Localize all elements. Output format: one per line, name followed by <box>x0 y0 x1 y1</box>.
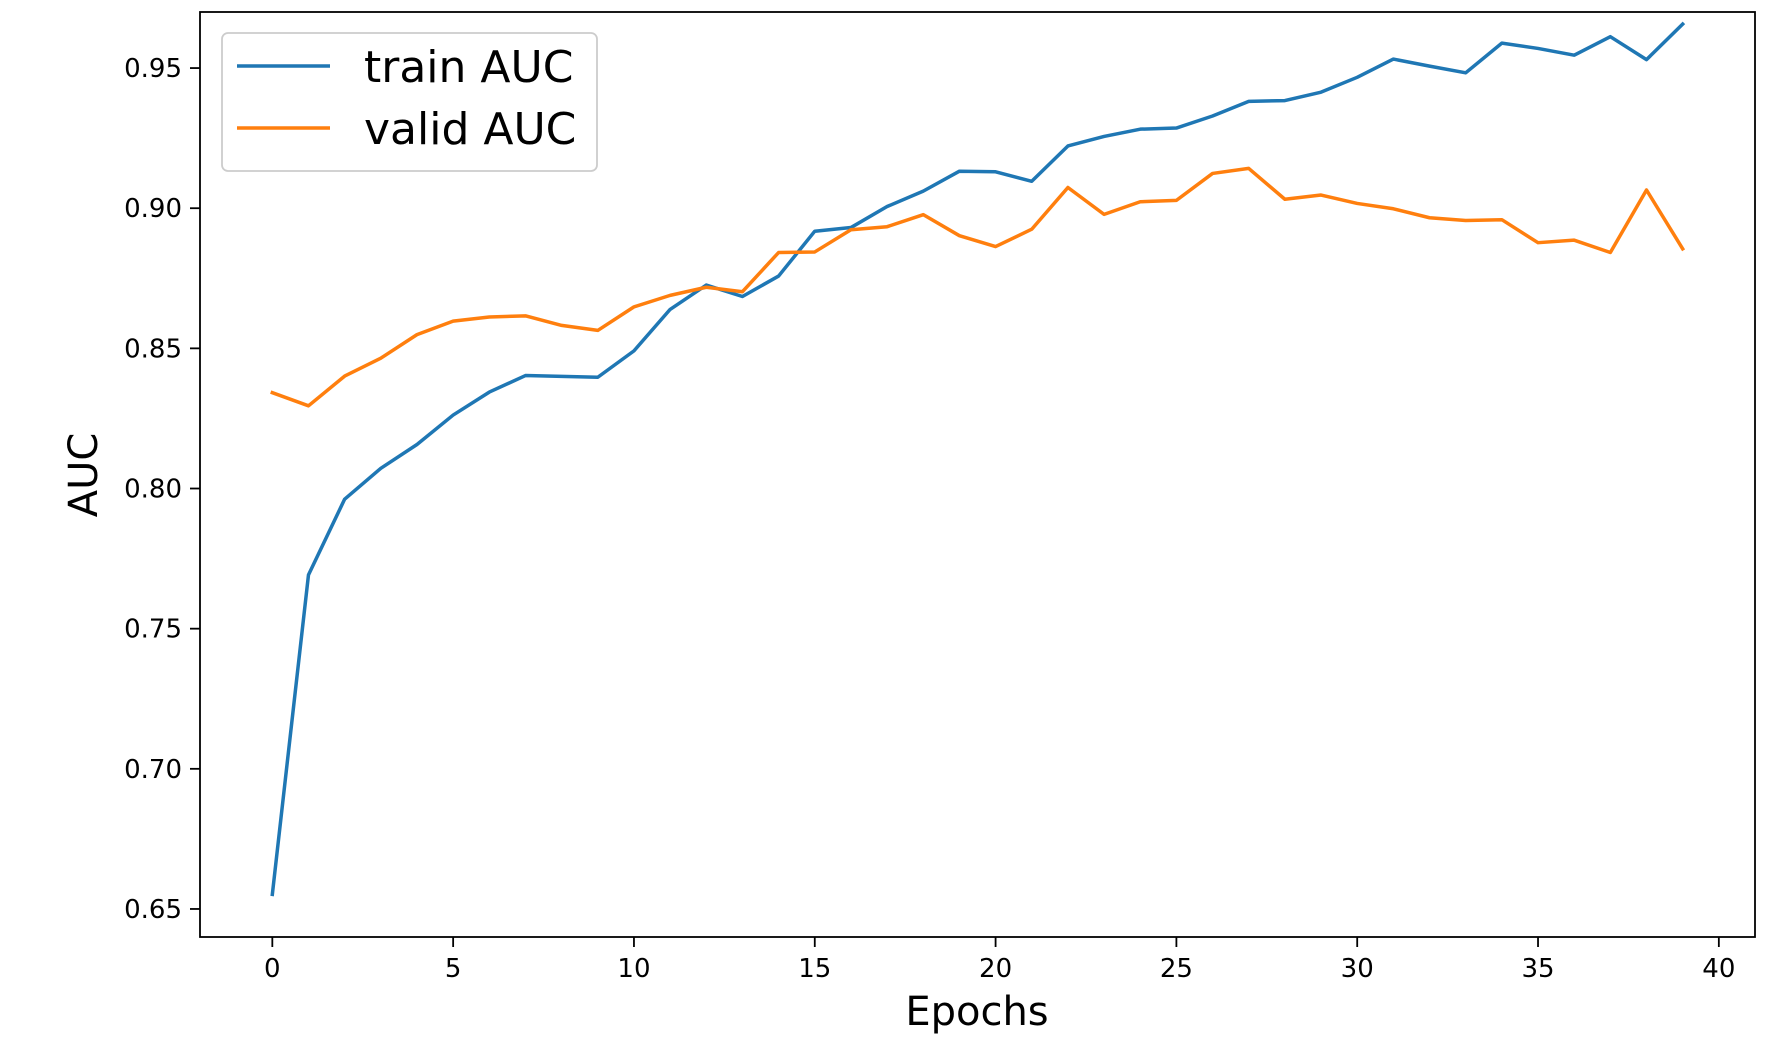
y-tick-label: 0.90 <box>124 194 182 224</box>
x-tick-label: 35 <box>1521 954 1554 984</box>
x-tick-label: 25 <box>1160 954 1193 984</box>
x-axis: 0 5 10 15 20 25 30 35 40 <box>264 937 1735 984</box>
y-axis: 0.65 0.70 0.75 0.80 0.85 0.90 0.95 <box>124 54 200 925</box>
y-tick-label: 0.85 <box>124 334 182 364</box>
legend-label-train-auc: train AUC <box>364 42 573 93</box>
x-axis-label: Epochs <box>905 989 1048 1035</box>
legend: train AUC valid AUC <box>221 32 598 172</box>
x-tick-label: 0 <box>264 954 281 984</box>
x-tick-label: 20 <box>979 954 1012 984</box>
legend-label-valid-auc: valid AUC <box>364 104 576 155</box>
y-tick-label: 0.95 <box>124 54 182 84</box>
plot-area-frame <box>199 11 1756 938</box>
y-tick-label: 0.70 <box>124 755 182 785</box>
y-axis-label: AUC <box>61 433 107 518</box>
x-tick-label: 10 <box>617 954 650 984</box>
y-tick-label: 0.80 <box>124 475 182 505</box>
series-line-train-auc <box>270 21 1686 897</box>
x-tick-label: 30 <box>1341 954 1374 984</box>
x-tick-label: 15 <box>798 954 831 984</box>
y-tick-label: 0.65 <box>124 895 182 925</box>
y-tick-label: 0.75 <box>124 615 182 645</box>
x-tick-label: 5 <box>445 954 462 984</box>
series-layer <box>270 21 1686 897</box>
x-tick-label: 40 <box>1702 954 1735 984</box>
series-line-valid-auc <box>270 166 1686 408</box>
